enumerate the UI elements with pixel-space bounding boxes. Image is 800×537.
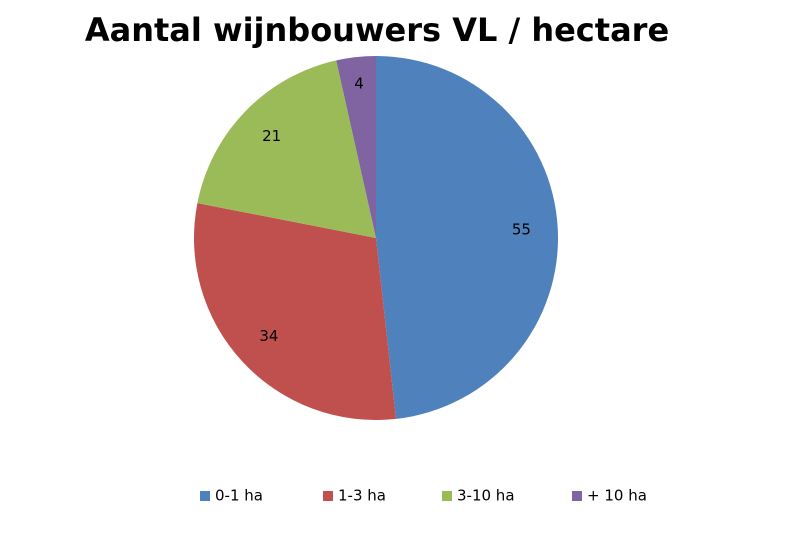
legend-label: + 10 ha — [587, 487, 647, 505]
pie-slice — [193, 203, 397, 420]
legend-swatch — [572, 491, 582, 501]
data-label: 34 — [259, 327, 278, 345]
legend-swatch — [200, 491, 210, 501]
legend-swatch — [323, 491, 333, 501]
pie-slice — [336, 56, 376, 238]
data-label: 55 — [512, 220, 531, 238]
chart-title: Aantal wijnbouwers VL / hectare — [85, 11, 669, 49]
legend-swatch — [442, 491, 452, 501]
data-label: 4 — [354, 75, 364, 93]
pie-slice — [197, 60, 376, 238]
legend-label: 3-10 ha — [457, 487, 515, 505]
data-label: 21 — [262, 127, 281, 145]
legend-label: 0-1 ha — [215, 487, 263, 505]
pie-slice — [376, 56, 559, 419]
legend-label: 1-3 ha — [338, 487, 386, 505]
